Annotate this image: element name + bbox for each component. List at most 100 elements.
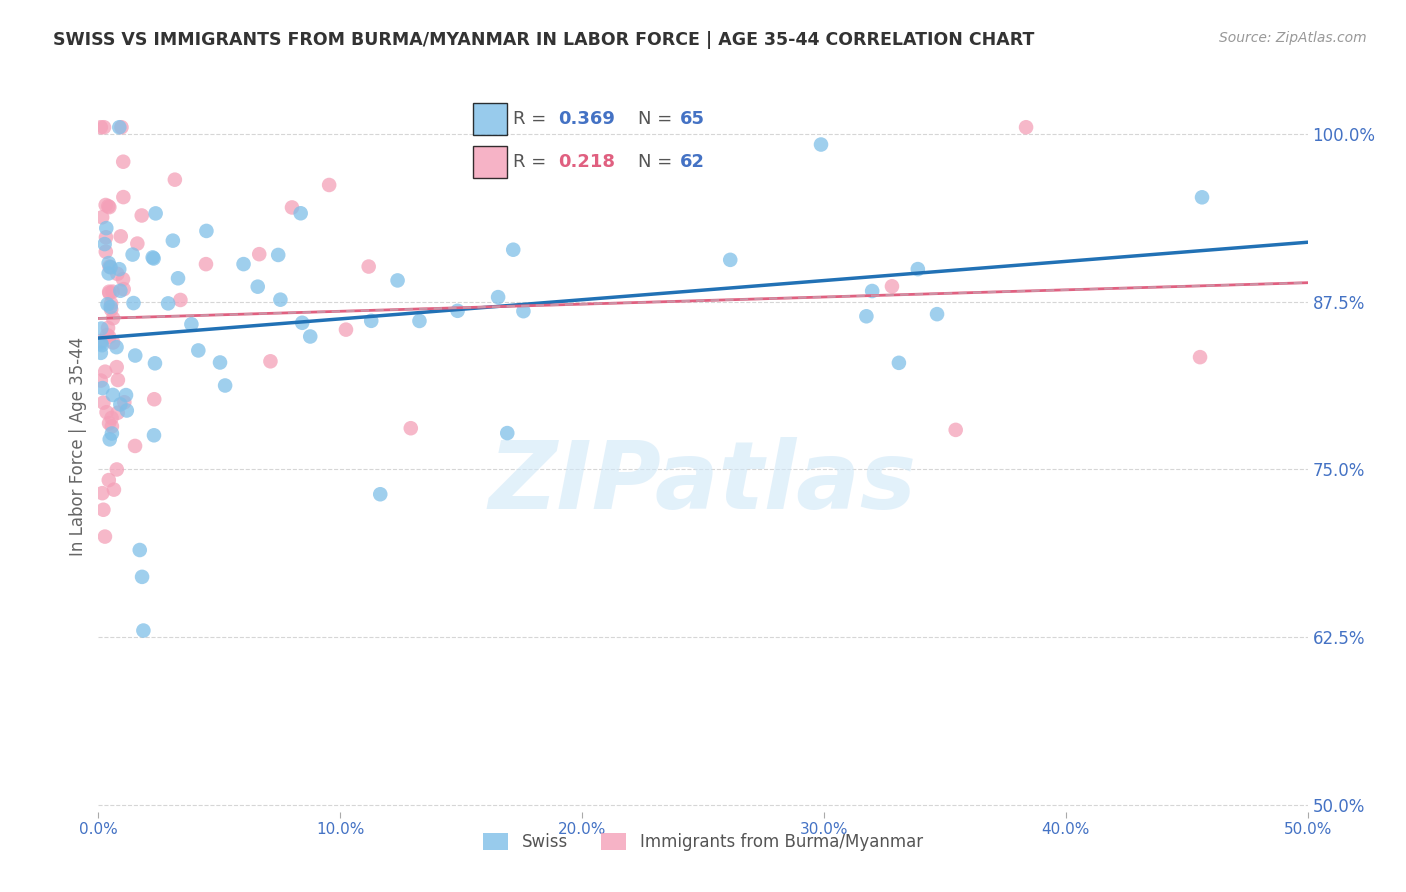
Point <box>512 304 534 318</box>
Point <box>131 570 153 584</box>
Point <box>93 395 115 409</box>
Point <box>290 206 312 220</box>
Point <box>399 421 422 435</box>
Point <box>105 267 128 281</box>
Point <box>93 237 115 252</box>
Text: SWISS VS IMMIGRANTS FROM BURMA/MYANMAR IN LABOR FORCE | AGE 35-44 CORRELATION CH: SWISS VS IMMIGRANTS FROM BURMA/MYANMAR I… <box>53 31 1035 49</box>
Point <box>195 224 218 238</box>
Point <box>93 120 115 135</box>
Point <box>90 374 112 388</box>
Point <box>98 286 121 301</box>
Point <box>124 439 146 453</box>
Point <box>1015 120 1038 135</box>
Point <box>291 316 314 330</box>
Point <box>101 335 124 350</box>
Point <box>446 303 468 318</box>
Point <box>101 388 124 402</box>
Point <box>115 403 138 417</box>
Point <box>925 307 948 321</box>
Point <box>810 137 832 152</box>
Point <box>496 426 519 441</box>
Point <box>100 296 122 310</box>
Point <box>387 273 409 287</box>
Point <box>100 260 122 275</box>
Point <box>98 330 121 344</box>
Point <box>96 297 118 311</box>
Point <box>94 365 117 379</box>
Point <box>91 338 114 352</box>
Point <box>132 624 155 638</box>
Point <box>100 302 122 317</box>
Point <box>408 314 430 328</box>
Point <box>855 310 877 324</box>
Point <box>97 199 120 213</box>
Point <box>267 248 290 262</box>
Point <box>100 411 122 425</box>
Point <box>90 120 112 135</box>
Point <box>128 543 150 558</box>
Point <box>101 426 124 441</box>
Point <box>1191 190 1213 204</box>
Point <box>167 271 190 285</box>
Point <box>163 172 186 186</box>
Point <box>259 354 281 368</box>
Point <box>246 279 269 293</box>
Point <box>90 346 112 360</box>
Point <box>105 340 128 354</box>
Point <box>94 530 117 544</box>
Point <box>110 120 132 135</box>
Point <box>718 252 741 267</box>
Point <box>107 406 129 420</box>
Point <box>907 262 929 277</box>
Point <box>131 209 153 223</box>
Point <box>299 329 322 343</box>
Point <box>247 247 270 261</box>
Point <box>90 321 112 335</box>
Point <box>143 428 166 442</box>
Point <box>90 334 112 348</box>
Point <box>94 230 117 244</box>
Point <box>105 462 128 476</box>
Point <box>96 405 118 419</box>
Point <box>187 343 209 358</box>
Point <box>100 300 122 314</box>
Text: ZIPatlas: ZIPatlas <box>489 436 917 529</box>
Point <box>110 229 132 244</box>
Point <box>145 206 167 220</box>
Point <box>97 266 120 280</box>
Point <box>101 285 124 299</box>
Point <box>108 120 131 135</box>
Point <box>96 328 118 343</box>
Point <box>91 486 114 500</box>
Point <box>335 323 357 337</box>
Point <box>142 252 165 266</box>
Point <box>162 234 184 248</box>
Point <box>180 317 202 331</box>
Point <box>232 257 254 271</box>
Point <box>127 236 149 251</box>
Point <box>142 251 165 265</box>
Point <box>945 423 967 437</box>
Point <box>101 311 124 326</box>
Point <box>1189 350 1212 364</box>
Point <box>124 349 146 363</box>
Point <box>98 433 121 447</box>
Point <box>96 221 118 235</box>
Point <box>111 272 134 286</box>
Point <box>97 321 120 335</box>
Point <box>98 416 121 430</box>
Point <box>502 243 524 257</box>
Point <box>357 260 380 274</box>
Point <box>105 360 128 375</box>
Point <box>103 483 125 497</box>
Point <box>208 355 231 369</box>
Point <box>143 392 166 407</box>
Point <box>880 279 903 293</box>
Point <box>269 293 291 307</box>
Point <box>368 487 391 501</box>
Point <box>110 284 132 298</box>
Point <box>194 257 217 271</box>
Point <box>98 200 121 214</box>
Point <box>157 296 180 310</box>
Point <box>94 198 117 212</box>
